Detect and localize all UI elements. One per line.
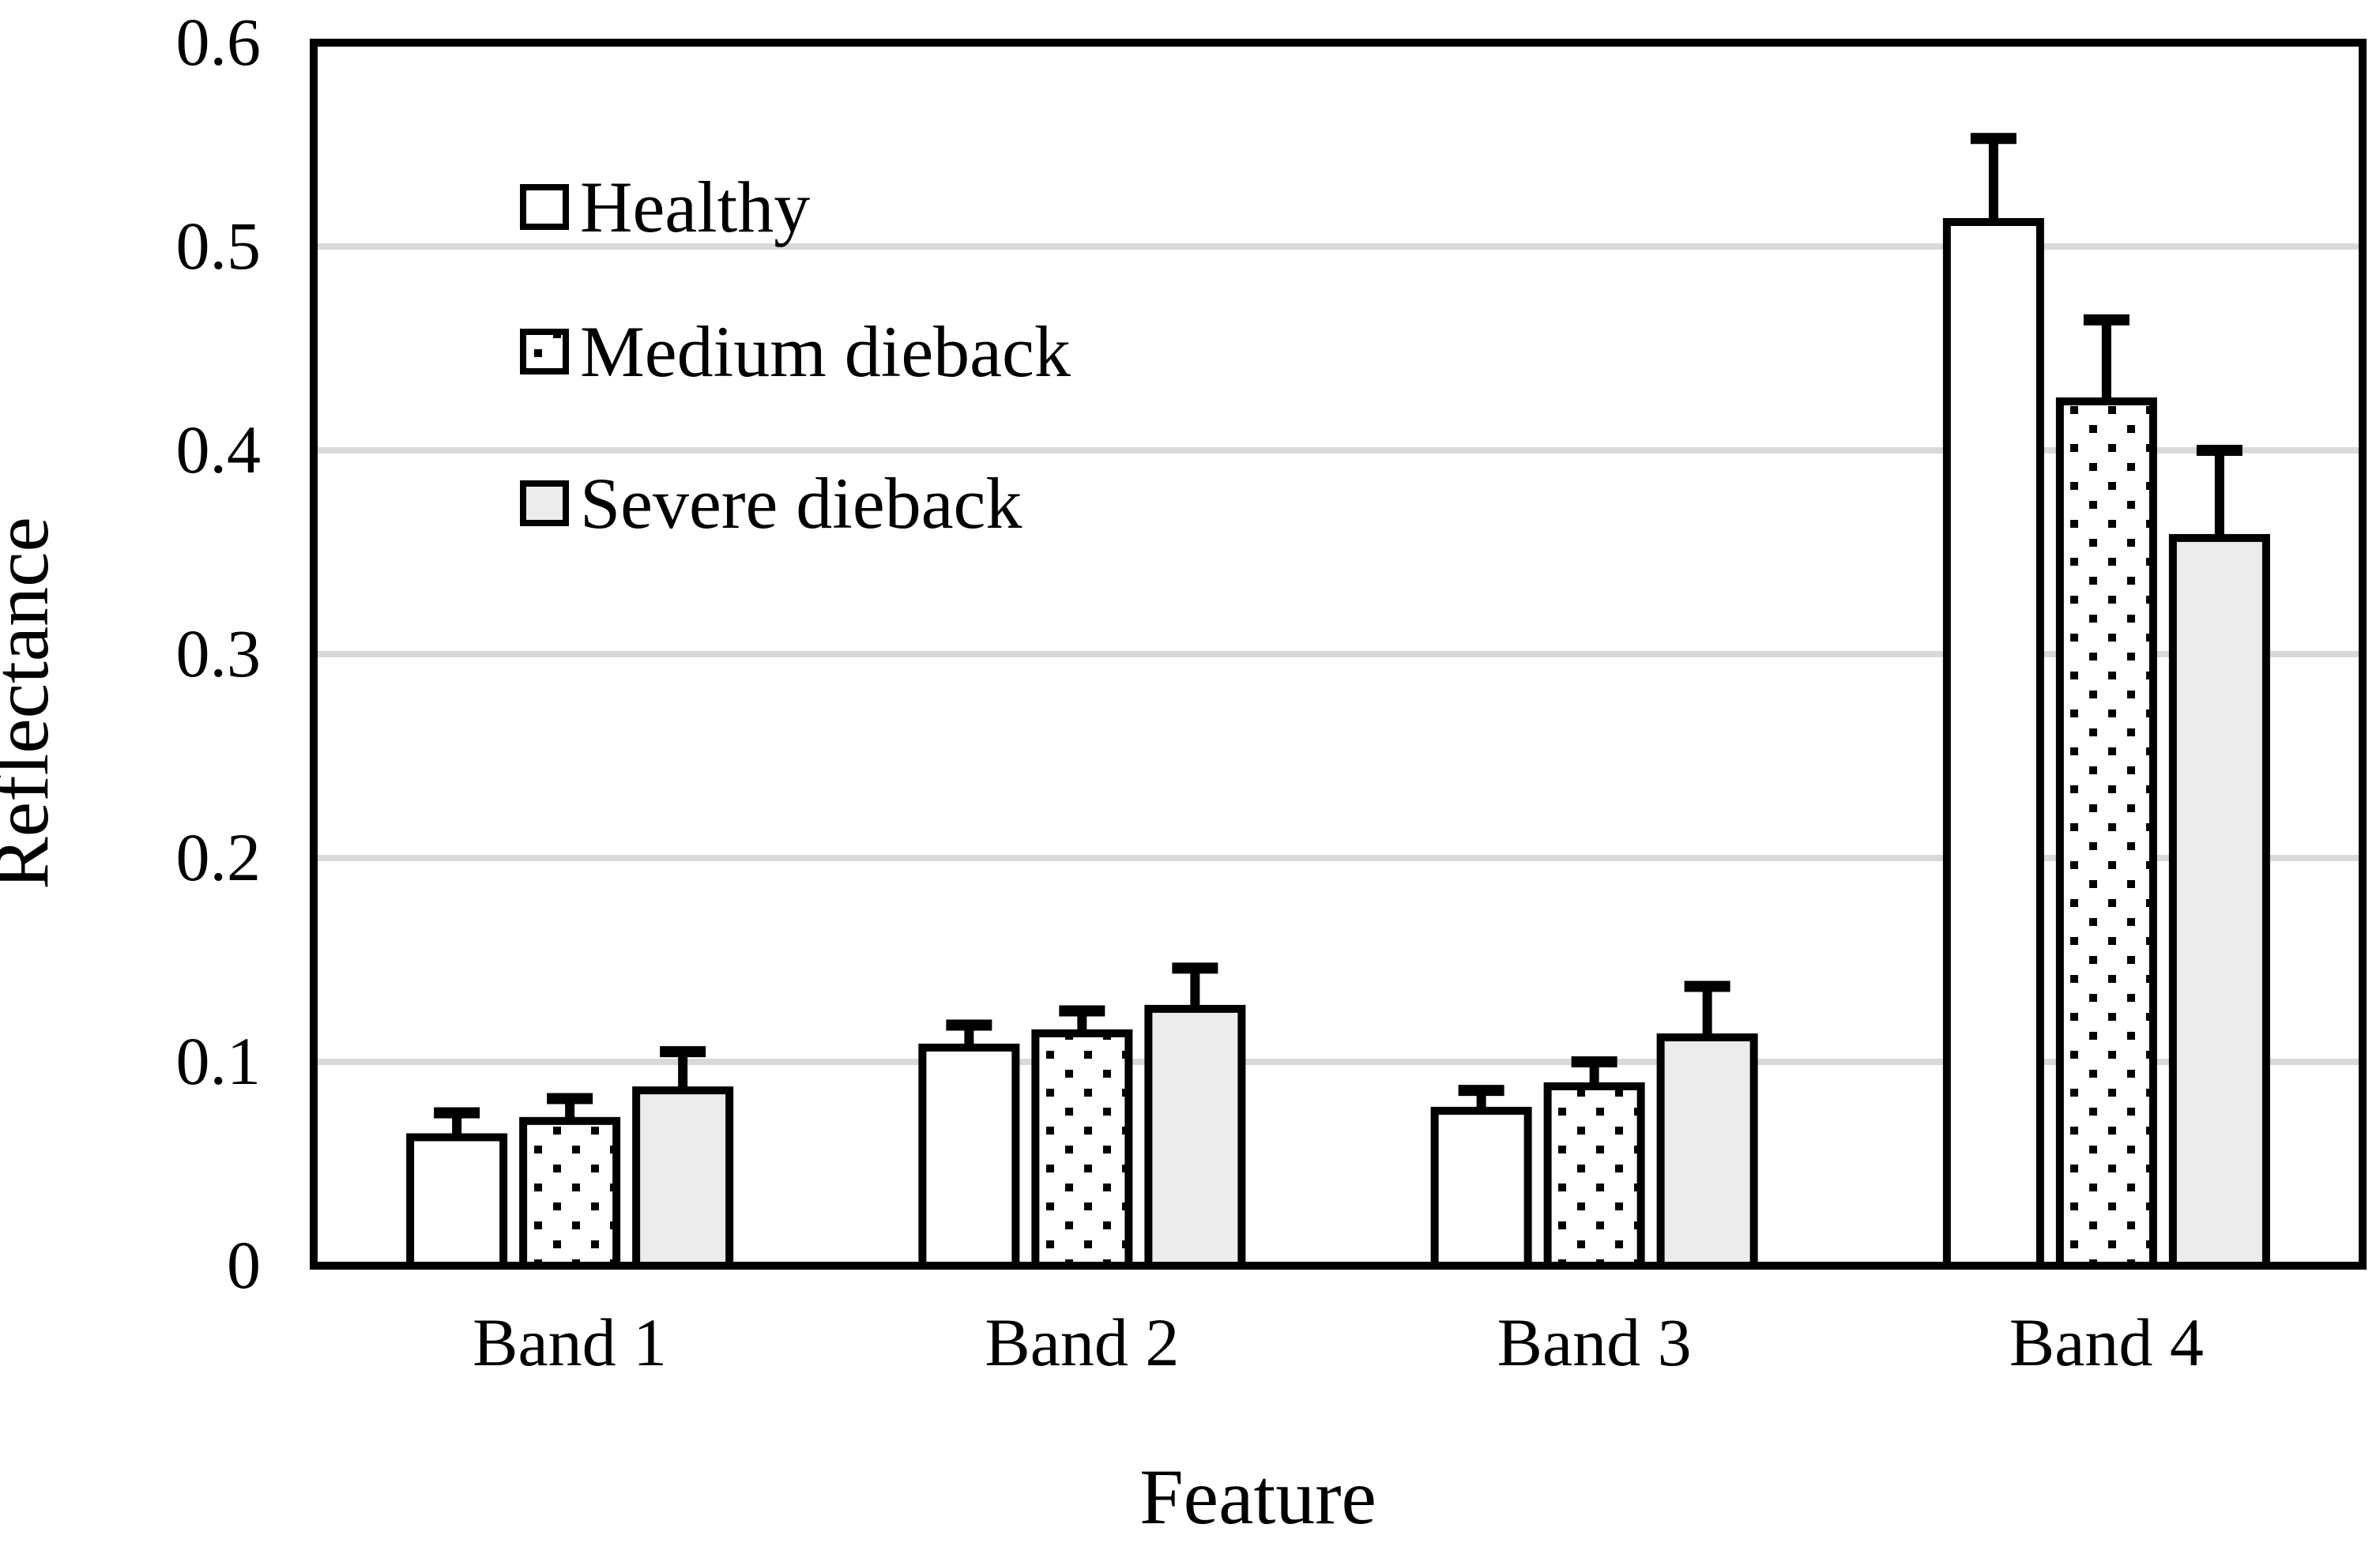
bar (1031, 1029, 1133, 1270)
legend-label: Severe dieback (580, 463, 1022, 544)
bar (1942, 218, 2044, 1270)
y-tick-label: 0.3 (176, 615, 262, 691)
bar (1144, 1004, 1246, 1270)
bar (519, 1116, 621, 1270)
x-tick-label: Band 4 (2009, 1304, 2204, 1380)
y-axis-tick-labels: 0 0.1 0.2 0.3 0.4 0.5 0.6 (176, 4, 262, 1303)
legend-swatch (520, 329, 569, 374)
y-tick-label: 0.6 (176, 4, 262, 80)
bar (918, 1043, 1020, 1270)
bar (406, 1133, 508, 1270)
legend-label: Healthy (580, 167, 810, 247)
plot-frame (310, 39, 2367, 1270)
bar (632, 1086, 734, 1270)
y-axis-title: Reflectance (0, 517, 65, 890)
y-tick-label: 0.1 (176, 1023, 262, 1099)
bar (2168, 533, 2270, 1270)
bar (1543, 1082, 1645, 1270)
legend-swatch (520, 480, 569, 526)
x-axis-title: Feature (1139, 1453, 1376, 1541)
bar (1430, 1106, 1532, 1270)
plot-border (310, 39, 2367, 1270)
legend-swatch (520, 184, 569, 230)
legend-label: Medium dieback (580, 311, 1071, 392)
y-tick-label: 0.2 (176, 819, 262, 895)
y-tick-label: 0.5 (176, 208, 262, 284)
x-axis-tick-labels: Band 1 Band 2 Band 3 Band 4 (473, 1304, 2204, 1380)
legend: Healthy Medium dieback Severe dieback (520, 167, 1071, 544)
bar (1656, 1033, 1758, 1270)
x-tick-label: Band 3 (1497, 1304, 1692, 1380)
bar (2055, 397, 2157, 1270)
x-tick-label: Band 2 (985, 1304, 1179, 1380)
y-tick-label: 0.4 (176, 412, 262, 487)
y-tick-label: 0 (227, 1227, 261, 1303)
bars-layer (406, 218, 2270, 1270)
error-bars-layer (434, 133, 2243, 1138)
x-tick-label: Band 1 (473, 1304, 667, 1380)
